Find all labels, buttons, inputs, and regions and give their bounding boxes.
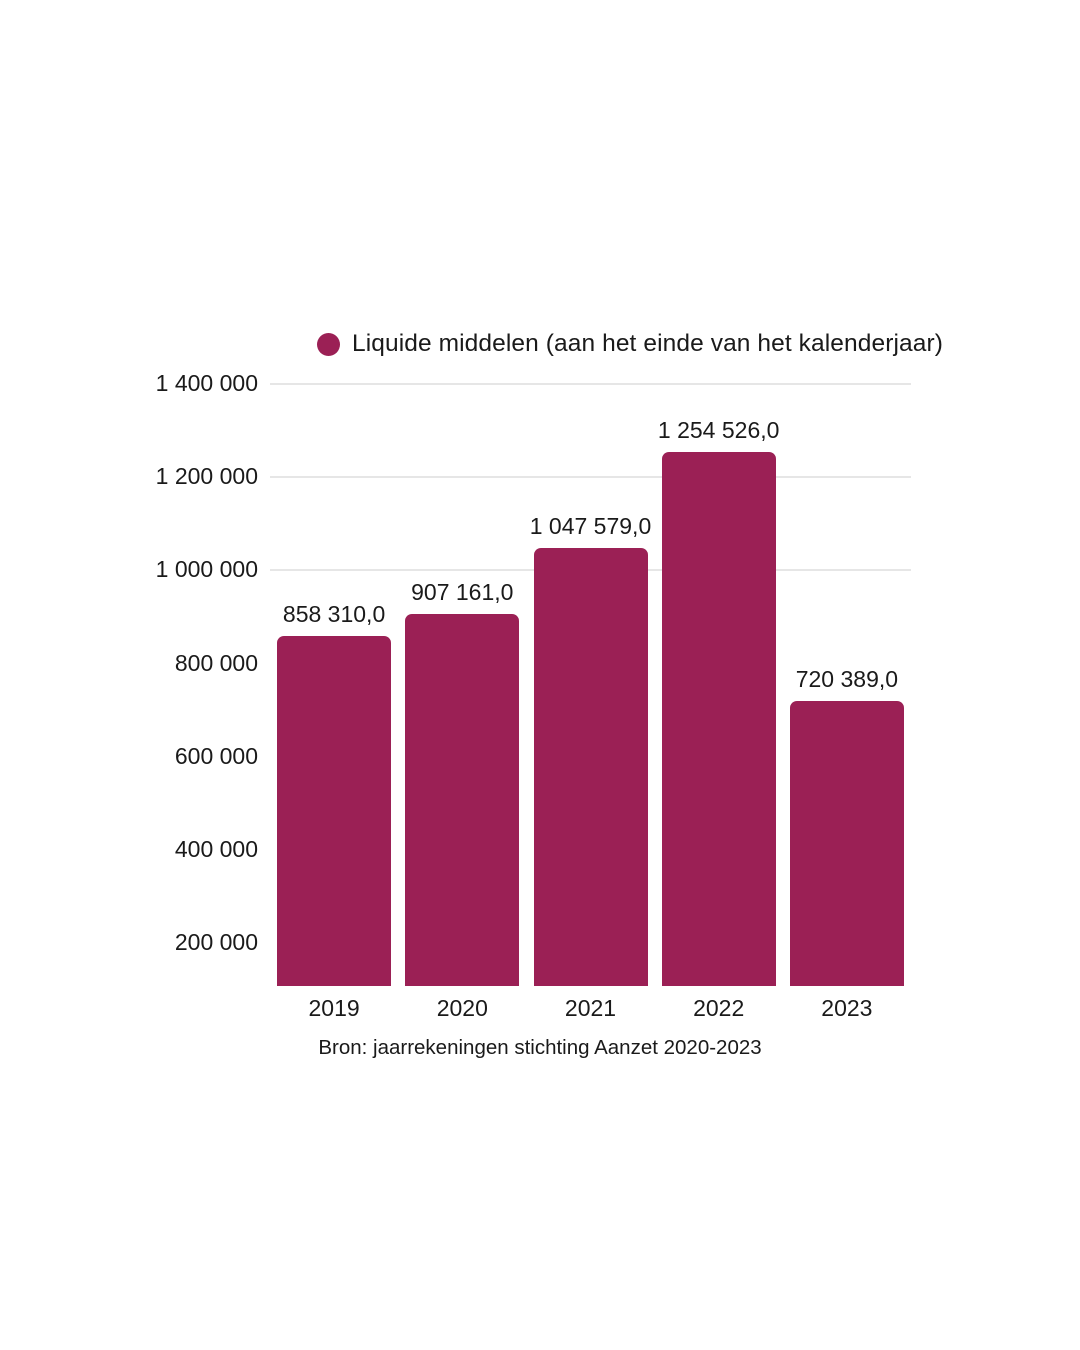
bar-value-label: 858 310,0	[282, 601, 386, 628]
y-axis-tick-label: 600 000	[174, 742, 258, 769]
bar[interactable]	[533, 548, 648, 986]
y-axis-tick-label: 1 000 000	[155, 556, 258, 583]
legend-series-label: Liquide middelen (aan het einde van het …	[352, 329, 943, 357]
x-axis-tick-label: 2023	[821, 995, 873, 1021]
y-axis-tick-label: 400 000	[174, 835, 258, 862]
gridline	[270, 476, 911, 479]
x-axis-tick-label: 2019	[308, 995, 360, 1021]
source-note: Bron: jaarrekeningen stichting Aanzet 20…	[318, 1036, 762, 1059]
x-axis-tick-label: 2022	[693, 995, 745, 1021]
x-axis-tick-label: 2020	[436, 995, 488, 1021]
chart-legend: Liquide middelen (aan het einde van het …	[317, 328, 943, 360]
bar-value-label: 720 389,0	[795, 665, 899, 692]
y-axis-tick-label: 1 400 000	[155, 370, 258, 396]
bar-value-label: 907 161,0	[411, 578, 514, 605]
bar[interactable]	[277, 636, 392, 986]
y-axis-tick-label: 1 200 000	[155, 463, 258, 490]
bar-value-label: 1 254 526,0	[657, 416, 780, 443]
y-axis-tick-label: 200 000	[174, 929, 258, 955]
bar-value-label: 1 047 579,0	[529, 513, 652, 540]
y-axis-tick-label: 800 000	[174, 649, 258, 676]
circle-marker-icon	[317, 332, 340, 356]
bar[interactable]	[661, 451, 776, 986]
x-axis-tick-label: 2021	[564, 995, 617, 1021]
bar[interactable]	[789, 700, 904, 986]
bar-series	[270, 370, 911, 986]
bar[interactable]	[405, 613, 520, 986]
gridline	[270, 383, 911, 385]
